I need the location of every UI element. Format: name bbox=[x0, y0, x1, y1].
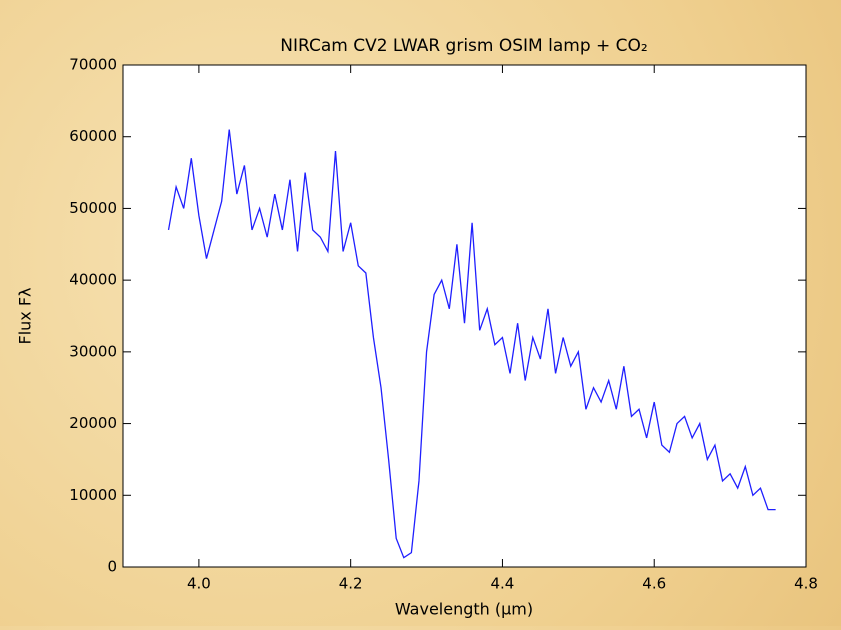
x-tick-label: 4.6 bbox=[642, 575, 666, 593]
y-tick-label: 30000 bbox=[69, 342, 117, 360]
x-tick-label: 4.2 bbox=[339, 575, 363, 593]
spectrum-line bbox=[167, 129, 776, 559]
x-tick-label: 4.4 bbox=[491, 575, 515, 593]
y-axis-label: Flux Fλ bbox=[16, 287, 35, 344]
y-tick-label: 70000 bbox=[69, 56, 117, 74]
x-tick-label: 4.0 bbox=[187, 575, 211, 593]
y-tick-label: 60000 bbox=[69, 127, 117, 145]
x-axis-label: Wavelength (μm) bbox=[395, 600, 533, 619]
chart-title: NIRCam CV2 LWAR grism OSIM lamp + CO₂ bbox=[280, 36, 648, 56]
y-tick-label: 40000 bbox=[69, 271, 117, 289]
plot-frame bbox=[122, 64, 807, 568]
y-tick-label: 10000 bbox=[69, 486, 117, 504]
y-tick-label: 50000 bbox=[69, 199, 117, 217]
y-tick-label: 20000 bbox=[69, 414, 117, 432]
y-tick-label: 0 bbox=[107, 558, 117, 576]
x-tick-label: 4.8 bbox=[794, 575, 818, 593]
